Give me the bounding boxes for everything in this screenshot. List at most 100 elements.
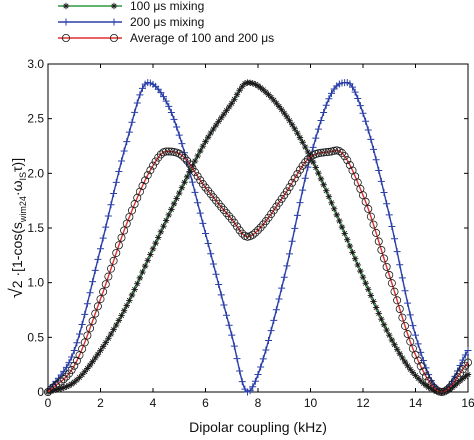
series-point (243, 232, 252, 241)
series-point (246, 387, 254, 395)
series-point (265, 91, 272, 98)
series-point (65, 359, 73, 367)
series-point (351, 88, 359, 96)
series-point (83, 331, 92, 340)
series-point (380, 189, 388, 197)
series-point (217, 291, 225, 299)
series-point (445, 383, 454, 392)
series-point (225, 103, 233, 111)
series-point (316, 148, 325, 157)
series-point (387, 279, 396, 288)
legend-marker (110, 18, 118, 26)
series-point (167, 109, 175, 117)
series-point (99, 343, 107, 350)
series-point (330, 205, 338, 213)
series-point (404, 299, 412, 307)
series-point (341, 230, 348, 237)
series-point (83, 300, 91, 308)
series-point (396, 261, 404, 269)
series-point (104, 212, 112, 220)
series-point (162, 97, 170, 105)
series-point (175, 131, 183, 139)
series-point (152, 239, 159, 247)
series-point (139, 84, 146, 92)
x-tick-label: 0 (45, 396, 52, 410)
series-point (262, 346, 270, 354)
series-point (409, 369, 417, 376)
series-point (107, 330, 115, 338)
series-point (136, 91, 144, 99)
x-tick-label: 6 (202, 396, 209, 410)
series-point (112, 178, 120, 186)
series-point (354, 261, 361, 269)
series-point (194, 199, 202, 207)
series-point (218, 114, 225, 121)
series-point (236, 87, 243, 94)
y-axis-label-sub-wim: wim24 (18, 196, 28, 223)
series-point (168, 206, 175, 213)
series-point (196, 209, 204, 217)
series-point (365, 286, 372, 293)
series-point (451, 382, 459, 389)
series-point (256, 223, 265, 232)
series-point (357, 267, 364, 275)
series-point (68, 380, 75, 388)
series-point (139, 268, 146, 276)
series-point (328, 199, 335, 206)
series-point (283, 262, 291, 270)
series-point (199, 219, 207, 227)
series-point (391, 341, 398, 348)
series-point (391, 235, 398, 243)
y-axis-label-root: √ (6, 288, 26, 298)
series-2 (44, 146, 472, 396)
series-point (385, 271, 394, 280)
series-point (112, 248, 121, 257)
series-point (273, 99, 280, 107)
series-point (379, 254, 388, 263)
series-point (186, 168, 193, 175)
series-point (349, 249, 356, 256)
series-point (404, 362, 411, 369)
series-point (73, 376, 81, 384)
legend-label: 200 μs mixing (130, 15, 204, 29)
series-point (464, 346, 472, 354)
series-point (89, 278, 97, 286)
legend-marker (62, 2, 70, 10)
series-point (372, 156, 380, 164)
series-point (180, 153, 189, 162)
series-point (260, 86, 267, 94)
series-point (115, 317, 123, 324)
series-point (421, 372, 430, 381)
series-point (162, 147, 171, 156)
series-point (364, 204, 373, 213)
series-point (393, 346, 401, 353)
series-point (71, 378, 78, 386)
series-point (252, 81, 259, 88)
series-point (86, 289, 94, 297)
series-point (188, 178, 196, 186)
series-point (272, 306, 280, 314)
series-point (364, 126, 372, 134)
series-point (449, 384, 456, 391)
series-point (302, 143, 309, 151)
series-point (177, 151, 186, 160)
series-point (89, 358, 96, 365)
series-point (294, 129, 301, 137)
series-point (304, 148, 312, 156)
series-point (257, 363, 265, 371)
series-point (278, 284, 286, 292)
series-point (270, 316, 278, 324)
series-point (173, 123, 181, 131)
series-point (178, 184, 186, 191)
series-point (299, 139, 306, 146)
series-point (372, 304, 380, 311)
series-point (191, 188, 199, 196)
series-point (285, 183, 294, 192)
series-point (320, 109, 328, 117)
y-axis-label-bracket: ·[1-cos(s (9, 222, 25, 280)
series-point (443, 387, 451, 394)
series-point (123, 138, 131, 146)
series-point (362, 117, 370, 125)
series-point (91, 309, 100, 318)
series-point (325, 95, 333, 103)
